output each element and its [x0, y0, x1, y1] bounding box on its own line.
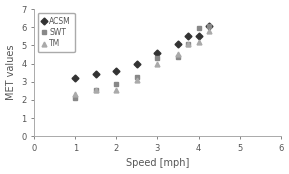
- SWT: [156, 57, 159, 59]
- TM: [156, 64, 159, 66]
- X-axis label: Speed [mph]: Speed [mph]: [126, 159, 189, 168]
- Y-axis label: MET values: MET values: [5, 45, 16, 100]
- Line: TM: TM: [73, 28, 211, 96]
- ACSM: [156, 52, 159, 54]
- ACSM: [207, 25, 211, 27]
- ACSM: [176, 44, 180, 46]
- TM: [73, 93, 77, 95]
- Line: ACSM: ACSM: [73, 24, 211, 81]
- TM: [176, 53, 180, 55]
- TM: [135, 79, 139, 81]
- SWT: [73, 97, 77, 99]
- TM: [207, 30, 211, 32]
- ACSM: [73, 77, 77, 79]
- TM: [94, 89, 97, 91]
- TM: [186, 42, 190, 45]
- SWT: [176, 56, 180, 58]
- SWT: [197, 27, 200, 29]
- ACSM: [186, 35, 190, 37]
- Line: SWT: SWT: [73, 24, 211, 101]
- SWT: [115, 83, 118, 85]
- ACSM: [115, 70, 118, 72]
- TM: [197, 41, 200, 43]
- Legend: ACSM, SWT, TM: ACSM, SWT, TM: [38, 13, 75, 52]
- ACSM: [135, 64, 139, 66]
- SWT: [186, 44, 190, 46]
- ACSM: [94, 73, 97, 75]
- ACSM: [197, 35, 200, 37]
- TM: [115, 89, 118, 91]
- SWT: [135, 76, 139, 78]
- SWT: [94, 89, 97, 91]
- SWT: [207, 25, 211, 27]
